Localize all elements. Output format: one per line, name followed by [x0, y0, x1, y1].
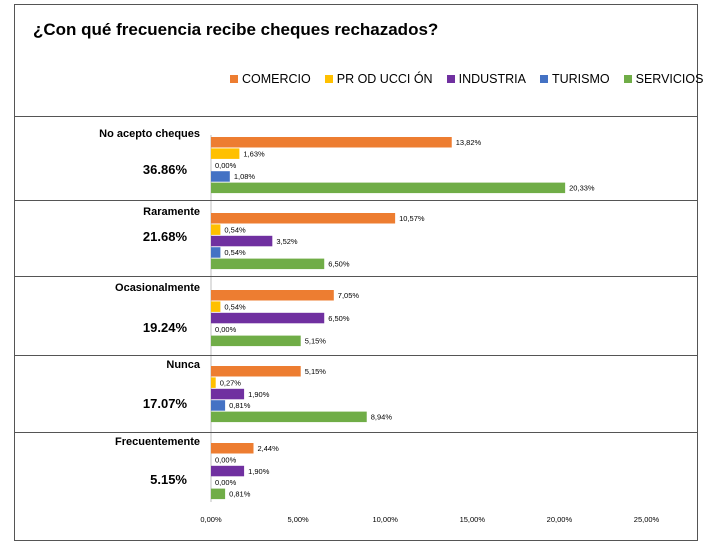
bar	[211, 443, 254, 454]
bar	[211, 312, 325, 324]
bar-value-label: 0,81%	[229, 490, 251, 499]
bar	[211, 377, 216, 388]
category-label: No acepto cheques	[99, 128, 200, 140]
category-total: 36.86%	[142, 162, 187, 177]
section-divider	[14, 355, 698, 356]
bar	[211, 388, 245, 400]
x-tick-label: 10,00%	[372, 515, 398, 524]
bar	[211, 400, 226, 411]
bar	[211, 465, 245, 477]
legend-label: PR OD UCCI ÓN	[336, 72, 433, 86]
legend-item-2: INDUSTRIA	[446, 72, 526, 86]
category-label: Ocasionalmente	[115, 282, 200, 294]
bar-value-label: 0,54%	[224, 225, 246, 234]
x-tick-label: 0,00%	[200, 515, 222, 524]
bar-value-label: 0,00%	[215, 161, 237, 170]
legend-swatch	[230, 75, 238, 83]
bar-value-label: 13,82%	[456, 138, 482, 147]
bar	[211, 213, 396, 224]
legend-label: INDUSTRIA	[458, 72, 526, 86]
bar-value-label: 0,00%	[215, 325, 237, 334]
bar	[211, 182, 566, 194]
bar	[211, 171, 230, 182]
legend-label: TURISMO	[551, 72, 610, 86]
bar-value-label: 7,05%	[338, 291, 360, 300]
category-total: 17.07%	[142, 396, 187, 411]
bar-value-label: 1,08%	[234, 172, 256, 181]
section-divider	[14, 200, 698, 201]
legend-swatch	[446, 75, 455, 83]
bar	[211, 301, 221, 312]
bar	[211, 411, 367, 423]
category-total: 5.15%	[150, 472, 187, 487]
x-tick-label: 5,00%	[287, 515, 309, 524]
bar-value-label: 5,15%	[305, 337, 327, 346]
category-label: Nunca	[166, 359, 200, 371]
bar-value-label: 20,33%	[569, 184, 595, 193]
bar	[211, 148, 240, 159]
x-tick-label: 20,00%	[547, 515, 573, 524]
legend-label: SERVICIOS	[635, 72, 704, 86]
bar	[211, 224, 221, 235]
bar	[211, 290, 334, 301]
bar	[211, 335, 301, 347]
category-label: Raramente	[143, 206, 200, 218]
bar	[211, 235, 273, 247]
x-tick-label: 15,00%	[460, 515, 486, 524]
category-label: Frecuentemente	[115, 436, 200, 448]
category-total: 19.24%	[142, 320, 187, 335]
section-divider	[14, 276, 698, 277]
legend-label: COMERCIO	[242, 72, 311, 86]
bar-value-label: 0,27%	[220, 378, 242, 387]
bar-value-label: 1,90%	[248, 390, 270, 399]
bar	[211, 488, 226, 500]
chart-legend: COMERCIO PR OD UCCI ÓN INDUSTRIA TURISMO SER…	[230, 72, 703, 86]
section-divider	[14, 116, 698, 117]
x-tick-label: 25,00%	[634, 515, 660, 524]
legend-swatch	[324, 75, 333, 83]
bar-value-label: 0,00%	[215, 455, 237, 464]
bar-value-label: 0,54%	[224, 302, 246, 311]
bar-value-label: 2,44%	[258, 444, 280, 453]
bar-value-label: 0,81%	[229, 401, 251, 410]
category-total: 21.68%	[142, 229, 187, 244]
bar	[211, 258, 325, 270]
bar-value-label: 5,15%	[305, 367, 327, 376]
legend-item-4: SERVICIOS	[623, 72, 704, 86]
bar-value-label: 1,63%	[243, 149, 265, 158]
legend-item-0: COMERCIO	[230, 72, 311, 86]
bar-value-label: 6,50%	[328, 314, 350, 323]
bar	[211, 247, 221, 258]
bar	[211, 366, 301, 377]
bar-value-label: 10,57%	[399, 214, 425, 223]
legend-swatch	[623, 75, 632, 83]
legend-item-1: PR OD UCCI ÓN	[324, 72, 433, 86]
bar	[211, 137, 452, 148]
chart-frame	[14, 4, 698, 541]
bar-value-label: 6,50%	[328, 260, 350, 269]
legend-swatch	[539, 75, 548, 83]
legend-item-3: TURISMO	[539, 72, 610, 86]
bar-value-label: 1,90%	[248, 467, 270, 476]
bar-value-label: 0,54%	[224, 248, 246, 257]
bar-value-label: 0,00%	[215, 478, 237, 487]
section-divider	[14, 432, 698, 433]
chart-title: ¿Con qué frecuencia recibe cheques recha…	[33, 20, 439, 39]
bar-value-label: 8,94%	[371, 413, 393, 422]
bar-value-label: 3,52%	[276, 237, 298, 246]
